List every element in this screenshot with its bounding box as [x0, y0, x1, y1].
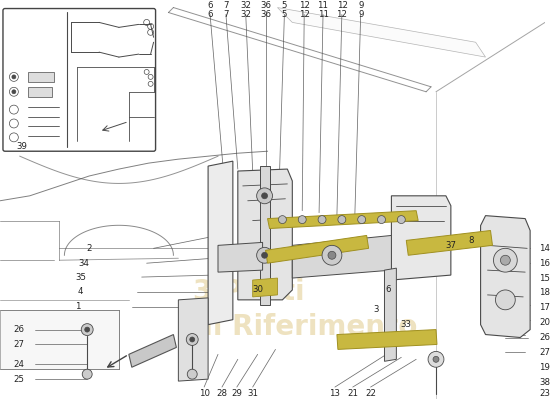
- Text: 3: 3: [374, 305, 379, 314]
- Text: 22: 22: [365, 388, 376, 398]
- Text: 6: 6: [386, 286, 391, 294]
- Polygon shape: [337, 330, 437, 350]
- Text: 39: 39: [16, 142, 28, 151]
- Circle shape: [81, 324, 93, 336]
- Text: 12: 12: [299, 1, 310, 10]
- Text: 11: 11: [317, 1, 328, 10]
- Polygon shape: [208, 161, 233, 325]
- Circle shape: [397, 216, 405, 224]
- Circle shape: [328, 251, 336, 259]
- Text: 24: 24: [14, 360, 25, 369]
- Polygon shape: [260, 166, 270, 305]
- Polygon shape: [266, 236, 368, 263]
- Text: 34: 34: [78, 259, 89, 268]
- Text: 32: 32: [241, 1, 252, 10]
- Circle shape: [358, 216, 366, 224]
- Polygon shape: [252, 278, 277, 297]
- Text: 15: 15: [539, 274, 550, 282]
- Text: 9: 9: [358, 1, 364, 10]
- Text: 13: 13: [329, 388, 340, 398]
- Text: 38: 38: [539, 378, 550, 387]
- Circle shape: [262, 252, 267, 258]
- Text: 36: 36: [260, 10, 271, 19]
- Polygon shape: [218, 242, 262, 272]
- Circle shape: [12, 90, 16, 94]
- Text: 12: 12: [337, 1, 348, 10]
- Circle shape: [433, 356, 439, 362]
- Text: 17: 17: [539, 303, 550, 312]
- Text: 10: 10: [199, 388, 210, 398]
- Circle shape: [493, 248, 517, 272]
- Circle shape: [377, 216, 386, 224]
- Polygon shape: [129, 334, 177, 367]
- Polygon shape: [28, 72, 54, 82]
- Circle shape: [500, 255, 510, 265]
- Text: 14: 14: [539, 244, 550, 253]
- Polygon shape: [178, 298, 208, 381]
- Text: 18: 18: [539, 288, 550, 298]
- Text: 7: 7: [223, 10, 229, 19]
- Text: 5: 5: [282, 10, 287, 19]
- Circle shape: [85, 327, 90, 332]
- Text: 4: 4: [78, 288, 83, 296]
- Polygon shape: [481, 216, 530, 338]
- Text: 11: 11: [317, 10, 328, 19]
- Text: 8: 8: [468, 236, 474, 245]
- Text: 29: 29: [232, 388, 242, 398]
- Text: 28: 28: [217, 388, 228, 398]
- Text: 31: 31: [247, 388, 258, 398]
- Text: 1: 1: [75, 302, 80, 311]
- Text: 5: 5: [282, 1, 287, 10]
- Circle shape: [257, 247, 272, 263]
- Circle shape: [188, 369, 197, 379]
- Polygon shape: [0, 310, 119, 369]
- Text: 36: 36: [261, 1, 272, 10]
- Text: 12: 12: [337, 10, 348, 19]
- Text: 6: 6: [207, 10, 213, 19]
- Text: 37: 37: [446, 241, 456, 250]
- Circle shape: [278, 216, 287, 224]
- Circle shape: [338, 216, 346, 224]
- Polygon shape: [277, 8, 486, 57]
- Circle shape: [190, 337, 195, 342]
- Circle shape: [186, 334, 198, 346]
- Text: 12: 12: [299, 10, 310, 19]
- Polygon shape: [28, 87, 52, 97]
- Text: 7: 7: [223, 1, 229, 10]
- Text: 27: 27: [539, 348, 550, 357]
- Text: 16: 16: [539, 259, 550, 268]
- Text: 35: 35: [75, 272, 86, 282]
- Polygon shape: [384, 268, 397, 361]
- Text: 30: 30: [252, 286, 263, 294]
- Text: 19: 19: [539, 363, 550, 372]
- Polygon shape: [267, 211, 418, 228]
- Polygon shape: [406, 230, 492, 255]
- Circle shape: [318, 216, 326, 224]
- Text: 33: 33: [401, 320, 412, 329]
- Text: 21: 21: [347, 388, 358, 398]
- FancyBboxPatch shape: [3, 8, 156, 151]
- Circle shape: [322, 245, 342, 265]
- Circle shape: [262, 193, 267, 199]
- Text: 26: 26: [539, 333, 550, 342]
- Text: 20: 20: [539, 318, 550, 327]
- Text: 23: 23: [539, 390, 550, 398]
- Text: 32: 32: [240, 10, 251, 19]
- Text: 2: 2: [87, 244, 92, 253]
- Circle shape: [298, 216, 306, 224]
- Circle shape: [82, 369, 92, 379]
- Polygon shape: [292, 236, 392, 278]
- Text: 3 Punti
di Riferimento: 3 Punti di Riferimento: [193, 278, 417, 341]
- Circle shape: [496, 290, 515, 310]
- Circle shape: [428, 351, 444, 367]
- Text: 6: 6: [207, 1, 212, 10]
- Text: 26: 26: [14, 325, 25, 334]
- Text: 25: 25: [14, 375, 25, 384]
- Text: 9: 9: [358, 10, 364, 19]
- Text: 27: 27: [14, 340, 25, 349]
- Polygon shape: [238, 169, 292, 300]
- Circle shape: [12, 75, 16, 79]
- Polygon shape: [392, 196, 451, 280]
- Circle shape: [257, 188, 272, 204]
